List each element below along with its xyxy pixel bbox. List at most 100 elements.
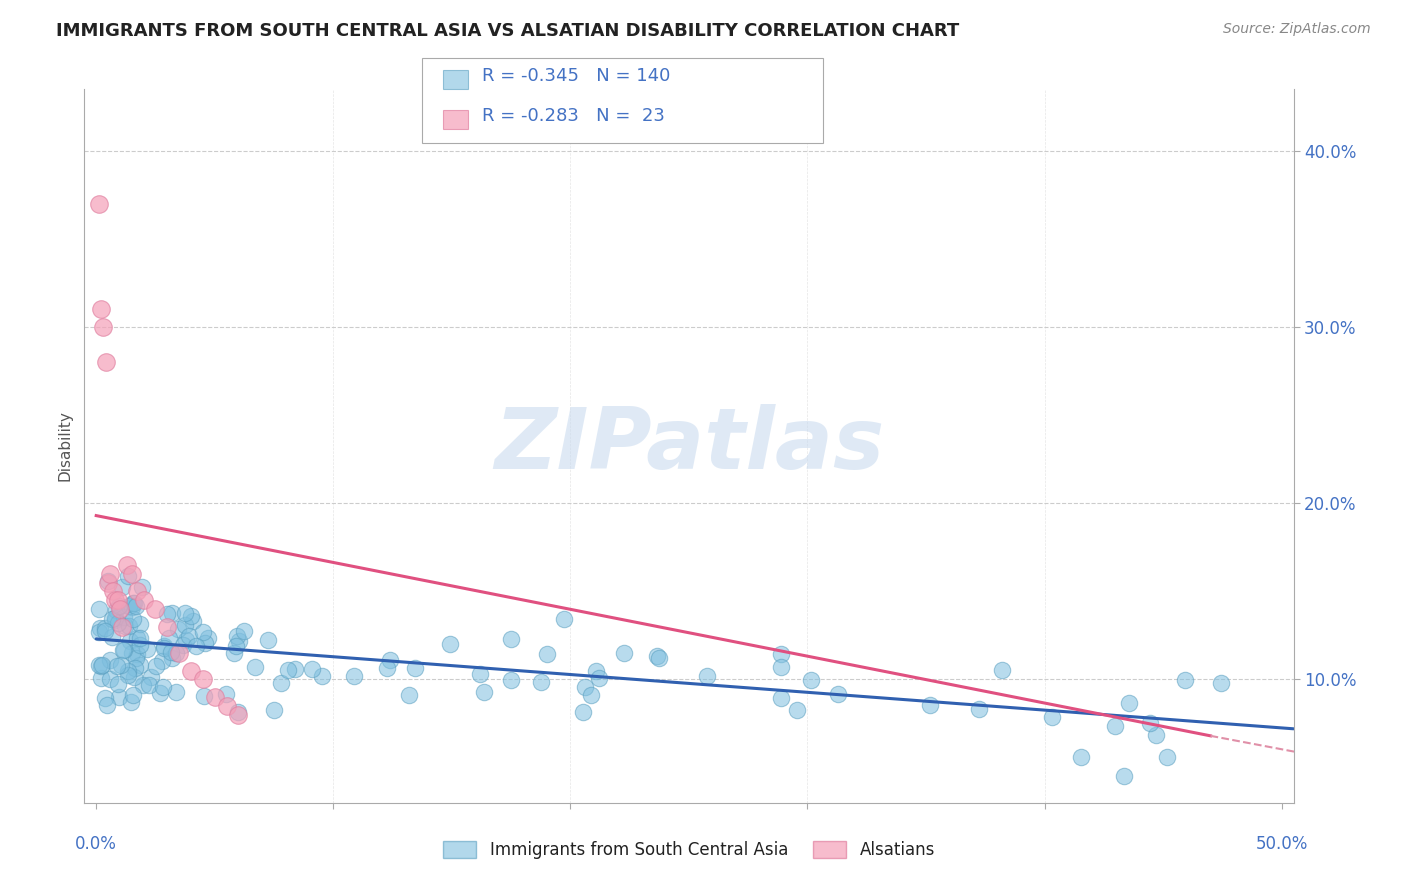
Point: [94, 355, 117, 369]
Point: [1070, 750, 1092, 764]
Point: [101, 612, 124, 626]
Point: [991, 663, 1014, 677]
Point: [167, 623, 190, 637]
Point: [166, 646, 188, 660]
Point: [121, 688, 143, 702]
Point: [380, 653, 402, 667]
Point: [89, 621, 111, 635]
Point: [530, 675, 553, 690]
Point: [97, 575, 120, 590]
Point: [117, 664, 139, 678]
Point: [574, 680, 596, 694]
Point: [800, 673, 823, 687]
Point: [233, 624, 256, 639]
Point: [585, 664, 607, 678]
Point: [122, 596, 145, 610]
Point: [90, 672, 112, 686]
Point: [301, 662, 323, 676]
Point: [127, 631, 149, 645]
Point: [110, 657, 132, 672]
Point: [107, 615, 129, 630]
Point: [1156, 749, 1178, 764]
Point: [89, 601, 111, 615]
Point: [112, 643, 135, 657]
Point: [1104, 719, 1126, 733]
Point: [159, 632, 181, 646]
Text: R = -0.345   N = 140: R = -0.345 N = 140: [482, 67, 671, 85]
Point: [90, 659, 112, 673]
Point: [439, 637, 461, 651]
Point: [93, 621, 115, 635]
Point: [111, 619, 134, 633]
Point: [125, 584, 148, 599]
Point: [122, 670, 145, 684]
Point: [214, 687, 236, 701]
Point: [132, 593, 155, 607]
Point: [243, 660, 266, 674]
Point: [120, 695, 142, 709]
Text: Source: ZipAtlas.com: Source: ZipAtlas.com: [1223, 22, 1371, 37]
Point: [118, 599, 141, 614]
Point: [284, 662, 307, 676]
Point: [311, 669, 333, 683]
Point: [93, 691, 115, 706]
Point: [107, 593, 129, 607]
Y-axis label: Disability: Disability: [58, 410, 73, 482]
Point: [101, 584, 124, 599]
Point: [827, 687, 849, 701]
Point: [1139, 716, 1161, 731]
Point: [129, 631, 152, 645]
Point: [145, 658, 167, 673]
Point: [138, 678, 160, 692]
Point: [1174, 673, 1197, 687]
Point: [135, 641, 157, 656]
Point: [139, 670, 162, 684]
Point: [263, 703, 285, 717]
Point: [581, 688, 603, 702]
Point: [193, 689, 215, 703]
Point: [117, 668, 139, 682]
Point: [117, 569, 139, 583]
Point: [124, 661, 146, 675]
Point: [270, 675, 292, 690]
Point: [180, 609, 202, 624]
Point: [107, 690, 129, 705]
Point: [172, 638, 194, 652]
Point: [129, 616, 152, 631]
Point: [122, 611, 145, 625]
Point: [156, 619, 179, 633]
Point: [770, 647, 793, 661]
Point: [149, 686, 172, 700]
Point: [112, 610, 135, 624]
Point: [160, 644, 183, 658]
Point: [769, 690, 792, 705]
Point: [145, 602, 167, 616]
Point: [536, 647, 558, 661]
Point: [121, 566, 143, 581]
Point: [225, 629, 247, 643]
Point: [125, 651, 148, 665]
Point: [645, 648, 668, 663]
Point: [173, 618, 195, 632]
Point: [156, 607, 179, 621]
Point: [87, 657, 110, 672]
Point: [215, 698, 238, 713]
Point: [1112, 769, 1135, 783]
Point: [472, 684, 495, 698]
Point: [174, 607, 197, 621]
Point: [160, 607, 183, 621]
Point: [167, 646, 190, 660]
Point: [1040, 709, 1063, 723]
Point: [124, 599, 146, 613]
Point: [98, 673, 121, 687]
Point: [131, 580, 153, 594]
Point: [194, 636, 217, 650]
Point: [121, 599, 143, 614]
Point: [120, 633, 142, 648]
Text: 0.0%: 0.0%: [76, 835, 117, 853]
Point: [152, 680, 174, 694]
Point: [613, 646, 636, 660]
Point: [277, 663, 299, 677]
Point: [224, 646, 246, 660]
Text: ZIPatlas: ZIPatlas: [494, 404, 884, 488]
